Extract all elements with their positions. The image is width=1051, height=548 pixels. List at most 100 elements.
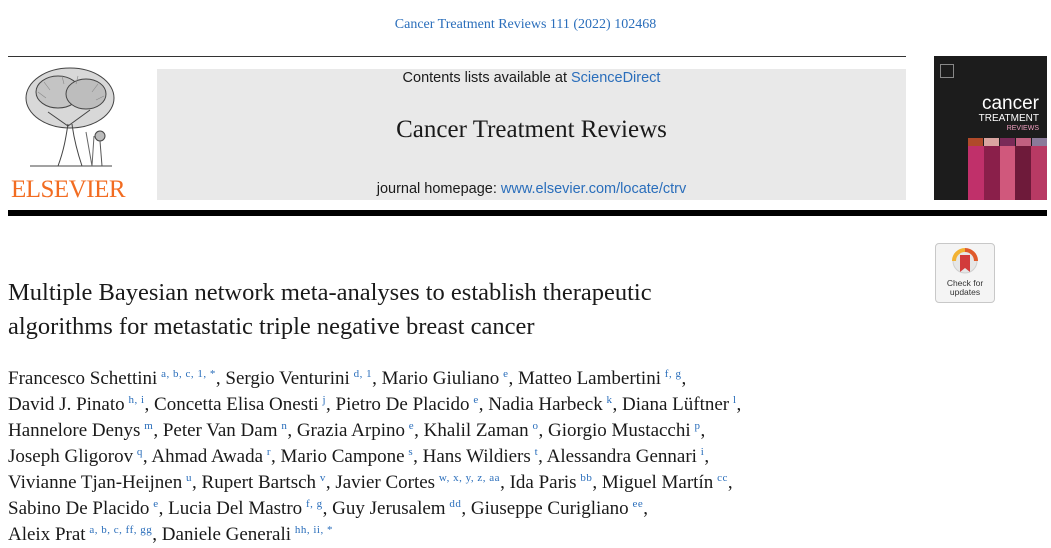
author[interactable]: Mario Giuliano e — [382, 368, 509, 389]
author[interactable]: Vivianne Tjan-Heijnen u — [8, 472, 192, 493]
author-line: Joseph Gligorov q, Ahmad Awada r, Mario … — [8, 446, 710, 467]
author-affiliation[interactable]: e — [503, 368, 509, 380]
author[interactable]: Sabino De Placido e — [8, 498, 159, 519]
author-line: Francesco Schettini a, b, c, 1, *, Sergi… — [8, 368, 687, 389]
sciencedirect-link[interactable]: ScienceDirect — [571, 70, 661, 86]
author-affiliation[interactable]: t — [534, 446, 539, 458]
author[interactable]: Ahmad Awada r — [151, 446, 271, 467]
author-name: David J. Pinato — [8, 394, 125, 415]
journal-citation[interactable]: Cancer Treatment Reviews 111 (2022) 1024… — [394, 17, 657, 32]
author-affiliation[interactable]: e — [408, 420, 415, 432]
author-affiliation[interactable]: e — [153, 498, 159, 510]
author-affiliation[interactable]: r — [266, 446, 272, 458]
author-name: Lucia Del Mastro — [168, 498, 303, 519]
author-name: Ida Paris — [509, 472, 577, 493]
author-affiliation[interactable]: k — [606, 394, 613, 406]
author[interactable]: Nadia Harbeck k — [488, 394, 612, 415]
author-affiliation[interactable]: e — [473, 394, 479, 406]
author-name: Francesco Schettini — [8, 368, 158, 389]
check-for-updates-button[interactable]: Check for updates — [935, 243, 995, 303]
author[interactable]: Alessandra Gennari i — [547, 446, 705, 467]
author-line: Hannelore Denys m, Peter Van Dam n, Graz… — [8, 420, 706, 441]
author-affiliation[interactable]: u — [186, 472, 193, 484]
masthead-text: Contents lists available at ScienceDirec… — [157, 0, 906, 210]
author-affiliation[interactable]: m — [144, 420, 154, 432]
author-name: Giorgio Mustacchi — [547, 420, 691, 441]
author-affiliation[interactable]: hh, ii, * — [294, 524, 333, 536]
author[interactable]: Ida Paris bb — [510, 472, 593, 493]
author[interactable]: Rupert Bartsch v — [202, 472, 326, 493]
author[interactable]: Miguel Martín cc — [602, 472, 728, 493]
cover-title: cancer TREATMENT REVIEWS — [979, 94, 1039, 133]
author-name: Hannelore Denys — [8, 420, 141, 441]
author-affiliation[interactable]: cc — [717, 472, 728, 484]
author-affiliation[interactable]: q — [136, 446, 143, 458]
author[interactable]: Francesco Schettini a, b, c, 1, * — [8, 368, 216, 389]
homepage-prefix: journal homepage: — [376, 181, 501, 197]
author-name: Mario Campone — [280, 446, 405, 467]
author-line: David J. Pinato h, i, Concetta Elisa One… — [8, 394, 742, 415]
author[interactable]: Sergio Venturini d, 1 — [225, 368, 372, 389]
author[interactable]: Javier Cortes w, x, y, z, aa — [335, 472, 500, 493]
author[interactable]: Matteo Lambertini f, g — [518, 368, 681, 389]
author[interactable]: Aleix Prat a, b, c, ff, gg — [8, 524, 152, 545]
author-name: Peter Van Dam — [162, 420, 278, 441]
author-name: Grazia Arpino — [296, 420, 405, 441]
author-affiliation[interactable]: dd — [449, 498, 462, 510]
elsevier-logo[interactable] — [8, 62, 128, 202]
author[interactable]: David J. Pinato h, i — [8, 394, 145, 415]
author-name: Joseph Gligorov — [8, 446, 134, 467]
author-affiliation[interactable]: s — [408, 446, 414, 458]
author[interactable]: Diana Lüftner l — [622, 394, 736, 415]
author[interactable]: Grazia Arpino e — [297, 420, 414, 441]
author-name: Daniele Generali — [161, 524, 292, 545]
author[interactable]: Peter Van Dam n — [163, 420, 288, 441]
journal-title: Cancer Treatment Reviews — [396, 116, 667, 143]
author-name: Matteo Lambertini — [518, 368, 661, 389]
elsevier-tree-logo-icon — [8, 62, 128, 174]
author-affiliation[interactable]: a, b, c, ff, gg — [89, 524, 153, 536]
author-affiliation[interactable]: ee — [632, 498, 644, 510]
author-affiliation[interactable]: o — [532, 420, 539, 432]
author[interactable]: Khalil Zaman o — [424, 420, 539, 441]
author[interactable]: Giorgio Mustacchi p — [548, 420, 700, 441]
journal-cover-image[interactable]: cancer TREATMENT REVIEWS — [934, 56, 1047, 200]
cover-badge — [940, 64, 954, 78]
author[interactable]: Daniele Generali hh, ii, * — [162, 524, 333, 545]
author[interactable]: Concetta Elisa Onesti j — [154, 394, 326, 415]
author-affiliation[interactable]: w, x, y, z, aa — [438, 472, 501, 484]
author[interactable]: Lucia Del Mastro f, g — [168, 498, 323, 519]
journal-masthead — [157, 69, 906, 200]
author-name: Diana Lüftner — [622, 394, 730, 415]
check-line1: Check for — [946, 278, 984, 288]
author[interactable]: Pietro De Placido e — [336, 394, 479, 415]
author[interactable]: Hannelore Denys m — [8, 420, 153, 441]
journal-homepage-link[interactable]: www.elsevier.com/locate/ctrv — [500, 181, 687, 197]
author-affiliation[interactable]: f, g — [305, 498, 323, 510]
author-affiliation[interactable]: i — [700, 446, 705, 458]
author-affiliation[interactable]: f, g — [664, 368, 682, 380]
author[interactable]: Guy Jerusalem dd — [332, 498, 461, 519]
author-affiliation[interactable]: l — [732, 394, 737, 406]
author-affiliation[interactable]: d, 1 — [353, 368, 373, 380]
author-name: Javier Cortes — [335, 472, 436, 493]
author-affiliation[interactable]: bb — [580, 472, 593, 484]
cover-title-line2: TREATMENT — [978, 113, 1039, 124]
title-line: Multiple Bayesian network meta-analyses … — [8, 279, 652, 306]
author[interactable]: Giuseppe Curigliano ee — [471, 498, 643, 519]
author-affiliation[interactable]: v — [319, 472, 326, 484]
author-affiliation[interactable]: h, i — [128, 394, 145, 406]
author-name: Miguel Martín — [601, 472, 714, 493]
author-affiliation[interactable]: a, b, c, 1, * — [161, 368, 216, 380]
author-line: Sabino De Placido e, Lucia Del Mastro f,… — [8, 498, 649, 519]
author-name: Alessandra Gennari — [546, 446, 697, 467]
author-name: Aleix Prat — [8, 524, 86, 545]
author-affiliation[interactable]: n — [281, 420, 288, 432]
author[interactable]: Hans Wildiers t — [423, 446, 539, 467]
author-affiliation[interactable]: j — [322, 394, 327, 406]
author-name: Pietro De Placido — [335, 394, 470, 415]
author-name: Guy Jerusalem — [332, 498, 446, 519]
author-affiliation[interactable]: p — [694, 420, 701, 432]
author[interactable]: Mario Campone s — [281, 446, 414, 467]
author[interactable]: Joseph Gligorov q — [8, 446, 143, 467]
